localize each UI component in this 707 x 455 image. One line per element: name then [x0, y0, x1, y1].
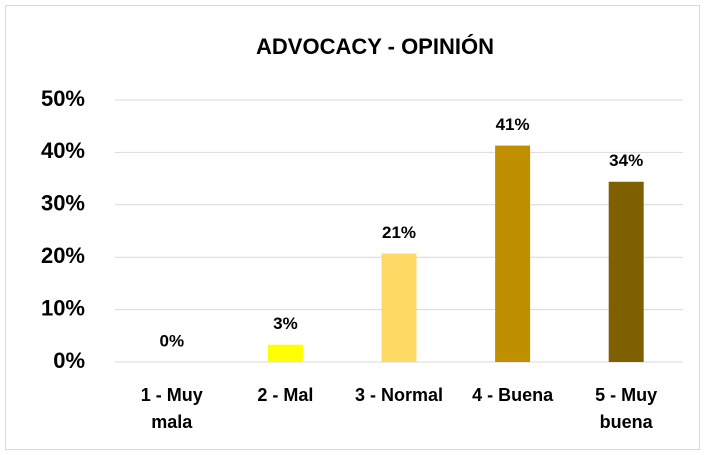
x-tick-label: 2 - Mal — [257, 385, 314, 405]
bar — [608, 181, 644, 362]
chart-title: ADVOCACY - OPINIÓN — [256, 34, 494, 59]
y-tick-label: 0% — [53, 348, 85, 373]
data-label: 34% — [609, 151, 643, 170]
data-label: 21% — [382, 223, 416, 242]
x-tick-label: 5 - Muy buena — [595, 385, 658, 432]
bar — [495, 145, 531, 362]
bar — [267, 344, 303, 362]
x-tick-label: 3 - Normal — [354, 385, 444, 405]
data-label: 0% — [160, 331, 185, 350]
y-tick-label: 50% — [41, 86, 85, 111]
y-tick-label: 30% — [41, 191, 85, 216]
data-label: 41% — [496, 115, 530, 134]
chart-border — [5, 5, 700, 450]
bar — [381, 253, 417, 362]
data-label: 3% — [273, 314, 298, 333]
x-tick-label: 4 - Buena — [472, 385, 554, 405]
y-tick-label: 10% — [41, 295, 85, 320]
x-tick-label: 1 - Muy mala — [140, 385, 203, 432]
y-tick-label: 20% — [41, 243, 85, 268]
y-tick-label: 40% — [41, 138, 85, 163]
